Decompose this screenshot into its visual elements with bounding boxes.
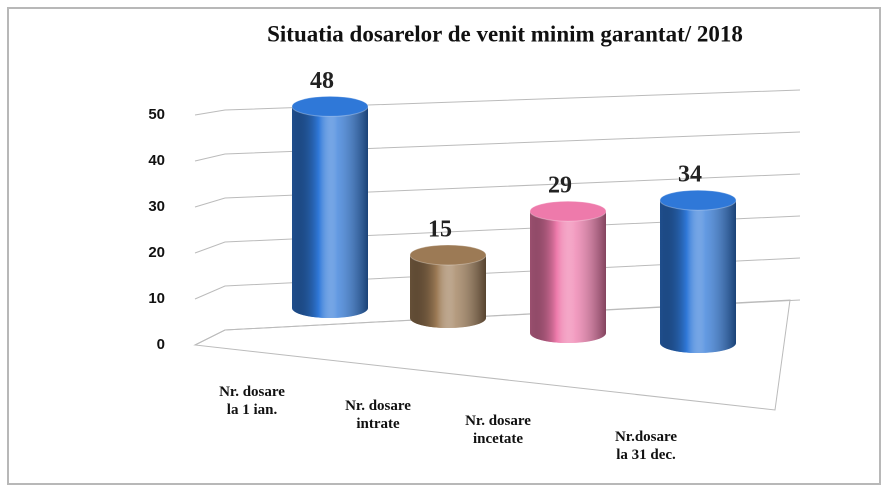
data-label: 48 <box>310 68 334 94</box>
grid-line <box>194 89 801 116</box>
x-tick-label: Nr.dosare la 31 dec. <box>614 429 678 463</box>
x-tick-label: Nr. dosare intrate <box>345 398 411 432</box>
bar-top <box>291 95 369 117</box>
bar-shade <box>292 106 368 319</box>
data-label: 29 <box>548 173 572 199</box>
data-label: 15 <box>428 217 452 243</box>
x-tick-label: Nr. dosare incetate <box>465 413 531 447</box>
grid-line <box>194 131 801 162</box>
bar-shade <box>410 255 486 328</box>
bar-top <box>659 189 737 211</box>
bar-top <box>529 200 607 222</box>
grid-line <box>194 173 801 208</box>
bar-shade <box>660 200 736 353</box>
bar <box>659 189 737 353</box>
bar <box>409 244 487 328</box>
y-tick-label: 0 <box>157 336 165 353</box>
y-tick-label: 50 <box>148 106 165 123</box>
y-tick-label: 20 <box>148 244 165 261</box>
grid-line <box>194 257 801 300</box>
bar <box>291 95 369 319</box>
y-tick-label: 30 <box>148 198 165 215</box>
x-tick-label: Nr. dosare la 1 ian. <box>219 384 285 418</box>
grid-line <box>194 215 801 254</box>
bar-shade <box>530 211 606 343</box>
data-label: 34 <box>678 162 702 188</box>
chart-title: Situatia dosarelor de venit minim garant… <box>267 21 743 46</box>
y-tick-label: 40 <box>148 152 165 169</box>
y-tick-label: 10 <box>148 290 165 307</box>
bar <box>529 200 607 343</box>
grid-line <box>194 299 801 346</box>
bar-top <box>409 244 487 266</box>
